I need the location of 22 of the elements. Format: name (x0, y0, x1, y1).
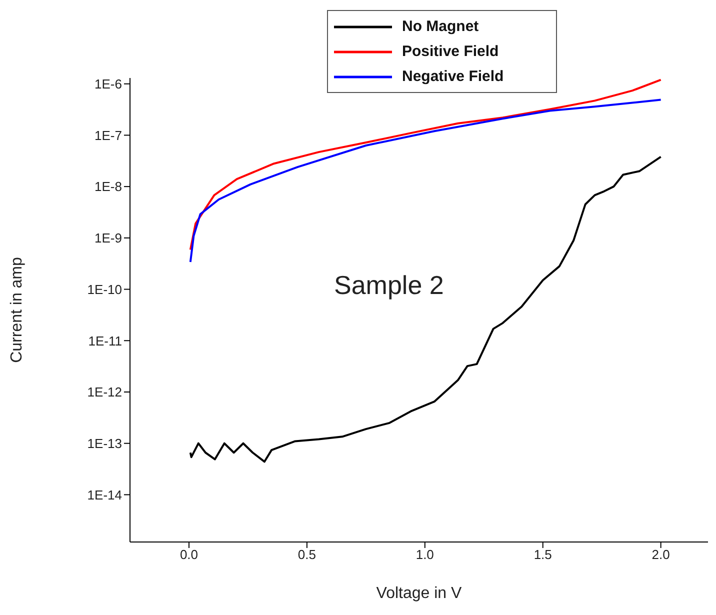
annotation: Sample 2 (334, 270, 444, 301)
y-tick-label: 1E-10 (87, 282, 122, 297)
x-tick-label: 1.5 (534, 547, 552, 562)
x-tick-label: 0.5 (298, 547, 316, 562)
line-series (189, 98, 662, 263)
y-tick-label: 1E-7 (94, 128, 122, 143)
line-series (189, 156, 662, 463)
y-tick-label: 1E-8 (94, 179, 122, 194)
x-tick-label: 1.0 (416, 547, 434, 562)
legend-label: No Magnet (402, 18, 479, 35)
y-tick-label: 1E-13 (87, 436, 122, 451)
legend-label: Negative Field (402, 68, 504, 85)
x-tick-label: 0.0 (180, 547, 198, 562)
y-tick-label: 1E-14 (87, 487, 122, 502)
legend-label: Positive Field (402, 43, 499, 60)
y-axis-title: Current in amp (8, 256, 26, 363)
x-tick-label: 2.0 (652, 547, 670, 562)
y-tick-label: 1E-9 (94, 230, 122, 246)
y-tick-label: 1E-6 (94, 76, 122, 92)
x-axis-title: Voltage in V (376, 585, 462, 602)
y-tick-label: 1E-11 (88, 333, 122, 348)
y-tick-label: 1E-12 (87, 384, 122, 400)
